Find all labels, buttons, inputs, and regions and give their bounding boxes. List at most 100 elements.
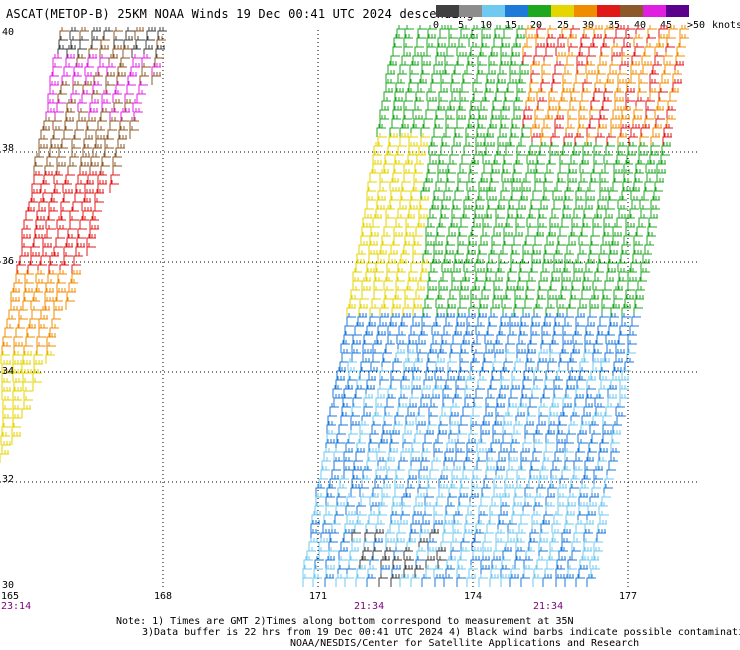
wind-barb bbox=[338, 421, 348, 434]
wind-barb bbox=[534, 493, 544, 506]
wind-barb bbox=[582, 79, 592, 92]
wind-barb bbox=[94, 198, 104, 211]
wind-barb bbox=[521, 385, 531, 398]
wind-barb bbox=[30, 243, 40, 256]
wind-barb bbox=[87, 54, 97, 67]
wind-barb bbox=[518, 520, 528, 533]
wind-barb bbox=[110, 171, 120, 184]
wind-barb bbox=[599, 313, 609, 326]
wind-barb bbox=[543, 115, 553, 128]
wind-barb bbox=[509, 133, 519, 146]
wind-barb bbox=[352, 331, 362, 344]
wind-barb bbox=[470, 295, 480, 308]
wind-barb bbox=[333, 457, 343, 470]
wind-barb bbox=[357, 313, 367, 326]
wind-barb bbox=[518, 196, 528, 209]
wind-barb bbox=[73, 63, 83, 76]
wind-barb bbox=[552, 394, 562, 407]
wind-barb bbox=[75, 180, 85, 193]
wind-barb bbox=[507, 331, 517, 344]
wind-barb bbox=[627, 340, 637, 353]
wind-barb bbox=[455, 385, 465, 398]
wind-barb bbox=[37, 261, 47, 274]
wind-barb bbox=[652, 61, 662, 74]
wind-barb bbox=[589, 106, 599, 119]
wind-barb bbox=[450, 340, 460, 353]
wind-barb bbox=[45, 216, 55, 229]
wind-barb bbox=[492, 421, 502, 434]
wind-barb bbox=[368, 439, 378, 452]
wind-barb bbox=[586, 52, 596, 65]
wind-barb bbox=[579, 295, 589, 308]
wind-barb bbox=[34, 225, 44, 238]
wind-barb bbox=[408, 331, 418, 344]
wind-barb bbox=[487, 385, 497, 398]
wind-barb bbox=[390, 574, 400, 587]
wind-barb bbox=[463, 142, 473, 155]
wind-barb bbox=[605, 331, 615, 344]
wind-barb bbox=[346, 511, 356, 524]
wind-barb bbox=[88, 45, 98, 58]
wind-barb bbox=[1, 423, 11, 436]
wind-barb bbox=[625, 214, 635, 227]
wind-barb bbox=[645, 160, 655, 173]
wind-barb bbox=[490, 169, 500, 182]
wind-barb bbox=[597, 124, 607, 137]
wind-barb bbox=[74, 126, 84, 139]
wind-barb bbox=[383, 412, 393, 425]
wind-barb bbox=[523, 106, 533, 119]
wind-barb bbox=[403, 358, 413, 371]
wind-barb bbox=[576, 61, 586, 74]
wind-barb bbox=[381, 484, 391, 497]
wind-barb bbox=[404, 295, 414, 308]
wind-barb bbox=[481, 286, 491, 299]
wind-barb bbox=[490, 565, 500, 578]
wind-barb bbox=[486, 187, 496, 200]
wind-barb bbox=[491, 367, 501, 380]
wind-barb bbox=[65, 297, 75, 310]
wind-barb bbox=[477, 250, 487, 263]
wind-barb bbox=[370, 358, 380, 371]
wind-barb bbox=[650, 142, 660, 155]
footnote-line-1: Note: 1) Times are GMT 2)Times along bot… bbox=[116, 616, 574, 627]
wind-barb bbox=[617, 259, 627, 272]
wind-barb bbox=[116, 72, 126, 85]
wind-barb bbox=[589, 556, 599, 569]
wind-barb bbox=[488, 313, 498, 326]
wind-barb bbox=[22, 297, 32, 310]
wind-barb bbox=[514, 358, 524, 371]
wind-barb bbox=[482, 358, 492, 371]
wind-barb bbox=[554, 115, 564, 128]
wind-barb bbox=[368, 511, 378, 524]
wind-barb bbox=[445, 241, 455, 254]
wind-barb bbox=[608, 322, 618, 335]
wind-barb bbox=[459, 295, 469, 308]
wind-barb bbox=[472, 547, 482, 560]
wind-barb bbox=[409, 394, 419, 407]
wind-barb bbox=[441, 331, 451, 344]
wind-barb bbox=[472, 466, 482, 479]
wind-barb bbox=[561, 466, 571, 479]
wind-barb bbox=[464, 268, 474, 281]
wind-barb bbox=[12, 405, 22, 418]
wind-barb bbox=[403, 169, 413, 182]
wind-barb bbox=[374, 268, 384, 281]
wind-barb bbox=[440, 70, 450, 83]
wind-barb bbox=[427, 97, 437, 110]
wind-barb bbox=[378, 574, 388, 587]
wind-barb bbox=[82, 207, 92, 220]
wind-barb bbox=[56, 153, 66, 166]
wind-barbs bbox=[0, 25, 689, 587]
wind-barb bbox=[433, 241, 443, 254]
wind-barb bbox=[599, 178, 609, 191]
wind-barb bbox=[431, 133, 441, 146]
wind-barb bbox=[434, 115, 444, 128]
wind-barb bbox=[53, 243, 63, 256]
wind-barb bbox=[626, 79, 636, 92]
wind-barb bbox=[466, 439, 476, 452]
wind-barb bbox=[401, 52, 411, 65]
wind-barb bbox=[443, 520, 453, 533]
wind-barb bbox=[46, 225, 56, 238]
wind-barb bbox=[466, 61, 476, 74]
wind-barb bbox=[599, 187, 609, 200]
